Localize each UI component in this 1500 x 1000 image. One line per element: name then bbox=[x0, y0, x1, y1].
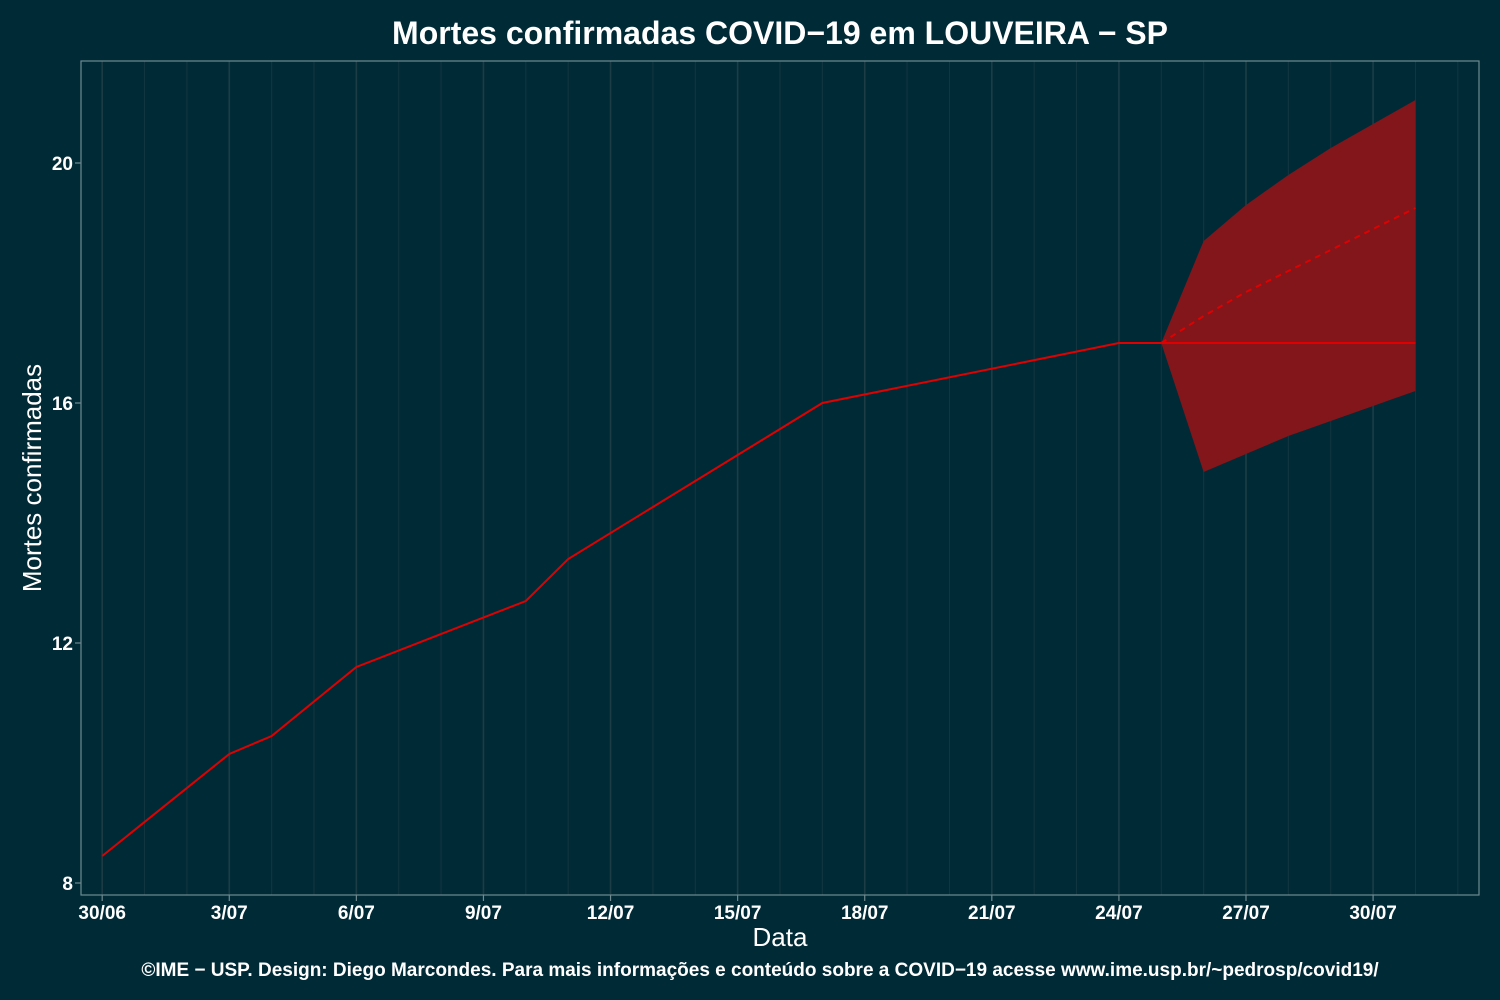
x-tick-label: 30/07 bbox=[1349, 903, 1397, 924]
forecast-band bbox=[1161, 100, 1416, 472]
y-axis-title: Mortes confirmadas bbox=[17, 364, 47, 592]
x-axis-title: Data bbox=[753, 922, 808, 952]
y-tick-label: 12 bbox=[52, 634, 73, 655]
x-tick-label: 21/07 bbox=[968, 903, 1016, 924]
x-tick-label: 30/06 bbox=[78, 903, 126, 924]
x-tick-label: 15/07 bbox=[714, 903, 762, 924]
x-tick-label: 24/07 bbox=[1095, 903, 1143, 924]
y-tick-label: 16 bbox=[52, 394, 73, 415]
x-tick-labels: 30/06 3/07 6/07 9/07 12/07 15/07 18/07 21/07 24/… bbox=[78, 903, 1396, 924]
plot-panel-border bbox=[80, 60, 1480, 896]
y-tick-label: 8 bbox=[62, 874, 73, 895]
x-tick-label: 12/07 bbox=[587, 903, 635, 924]
x-tick-label: 18/07 bbox=[841, 903, 889, 924]
forecast-mean-line bbox=[1160, 207, 1416, 344]
x-tick-label: 3/07 bbox=[211, 903, 248, 924]
x-tick-label: 9/07 bbox=[465, 903, 502, 924]
grid bbox=[101, 61, 1459, 895]
observed-series-line bbox=[101, 342, 1162, 857]
y-tick-labels: 8 12 16 20 bbox=[52, 154, 73, 895]
y-tick-label: 20 bbox=[52, 154, 73, 175]
x-tick-label: 27/07 bbox=[1222, 903, 1270, 924]
x-tick-label: 6/07 bbox=[338, 903, 375, 924]
chart-title: Mortes confirmadas COVID−19 em LOUVEIRA … bbox=[392, 15, 1168, 51]
axis-ticks bbox=[75, 162, 1374, 901]
caption: ©IME − USP. Design: Diego Marcondes. Par… bbox=[141, 960, 1379, 981]
